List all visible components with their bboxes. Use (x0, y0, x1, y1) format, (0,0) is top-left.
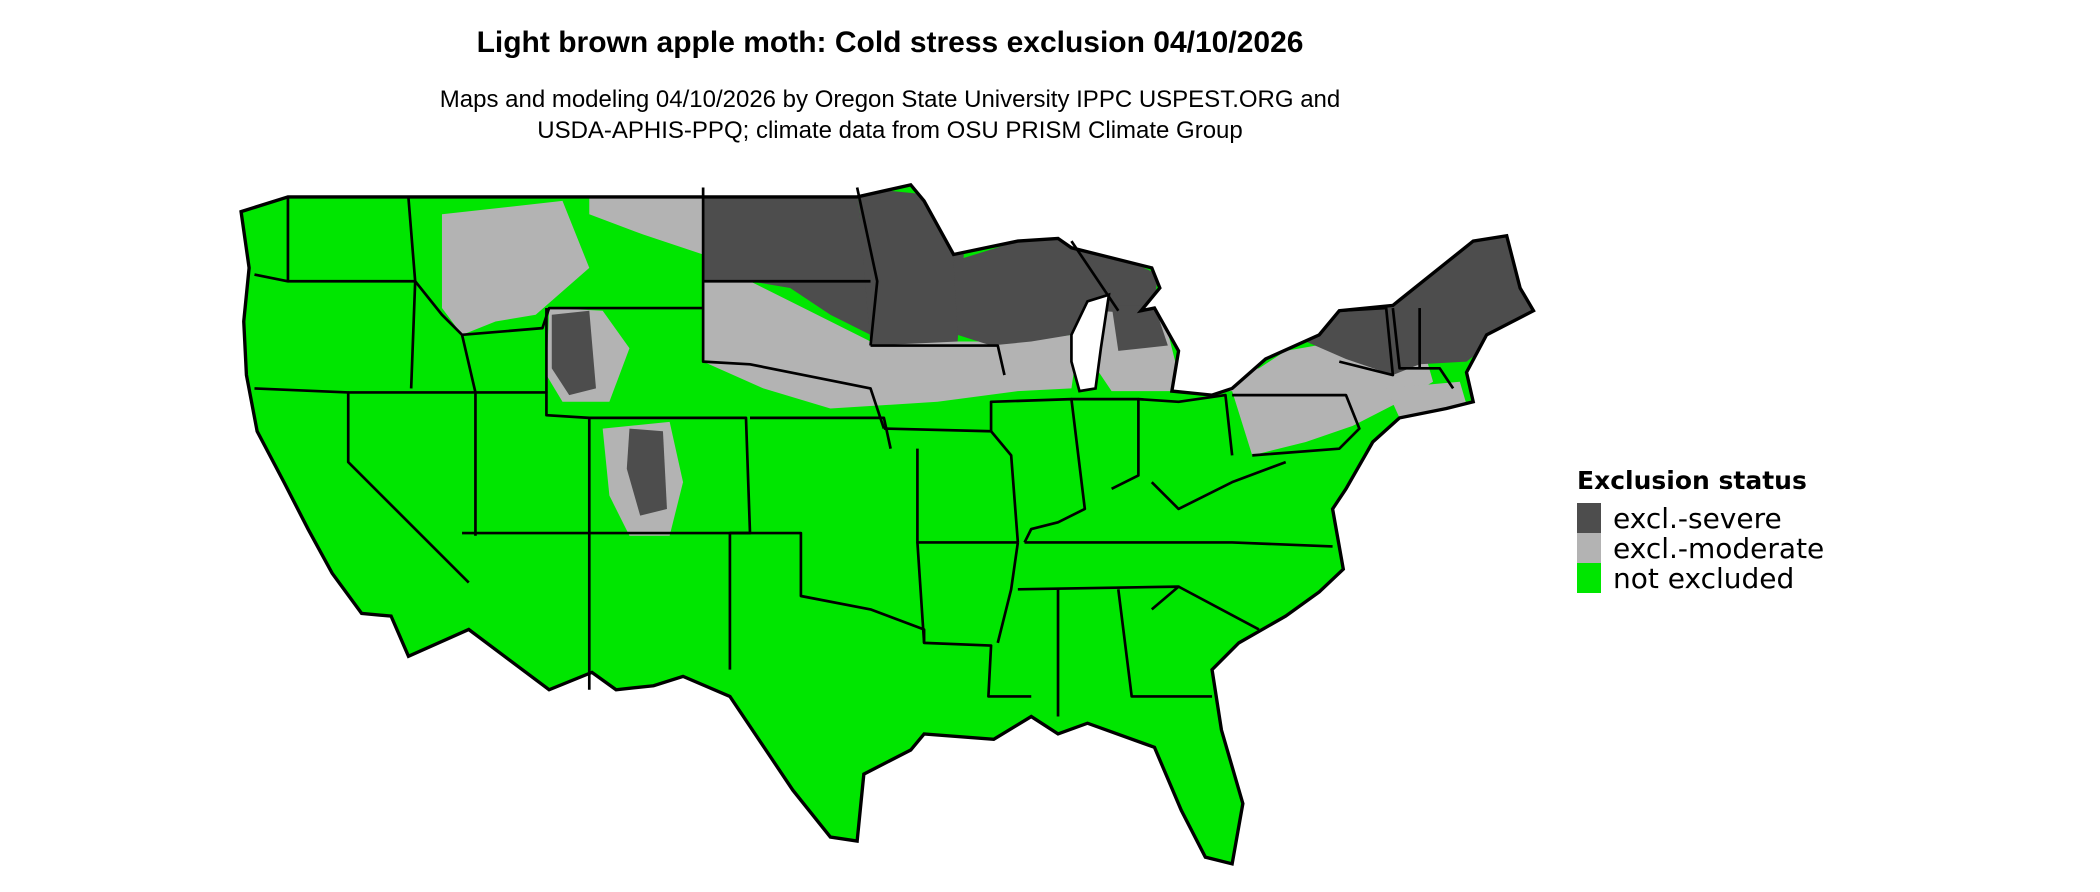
severe-exclusion-region (953, 234, 1159, 346)
state-borders (254, 187, 1455, 717)
legend-label: not excluded (1613, 561, 1795, 595)
legend-item-severe: excl.-severe (1577, 501, 1824, 535)
legend-label: excl.-severe (1613, 501, 1782, 535)
legend: Exclusion status excl.-severe excl.-mode… (1577, 466, 1825, 595)
moderate-exclusion-region (1386, 381, 1467, 418)
severe-exclusion-region (1111, 305, 1168, 351)
legend-item-not-excluded: not excluded (1577, 561, 1824, 595)
map-title: Light brown apple moth: Cold stress excl… (476, 26, 1304, 59)
lake-michigan (1070, 292, 1111, 393)
legend-title: Exclusion status (1577, 466, 1807, 495)
us-outline (239, 182, 1536, 866)
legend-swatch-severe (1577, 503, 1601, 533)
legend-swatch-moderate (1577, 533, 1601, 563)
subtitle-line-1: Maps and modeling 04/10/2026 by Oregon S… (439, 86, 1341, 113)
severe-exclusion-region (1305, 235, 1534, 376)
subtitle-line-2: USDA-APHIS-PPQ; climate data from OSU PR… (537, 117, 1243, 144)
moderate-exclusion-region (441, 200, 590, 335)
severe-exclusion-region (703, 187, 871, 335)
severe-exclusion-region (626, 428, 667, 516)
legend-item-moderate: excl.-moderate (1577, 531, 1825, 565)
severe-exclusion-region (551, 310, 596, 396)
legend-label: excl.-moderate (1613, 531, 1825, 565)
legend-swatch-not-excluded (1577, 563, 1601, 593)
